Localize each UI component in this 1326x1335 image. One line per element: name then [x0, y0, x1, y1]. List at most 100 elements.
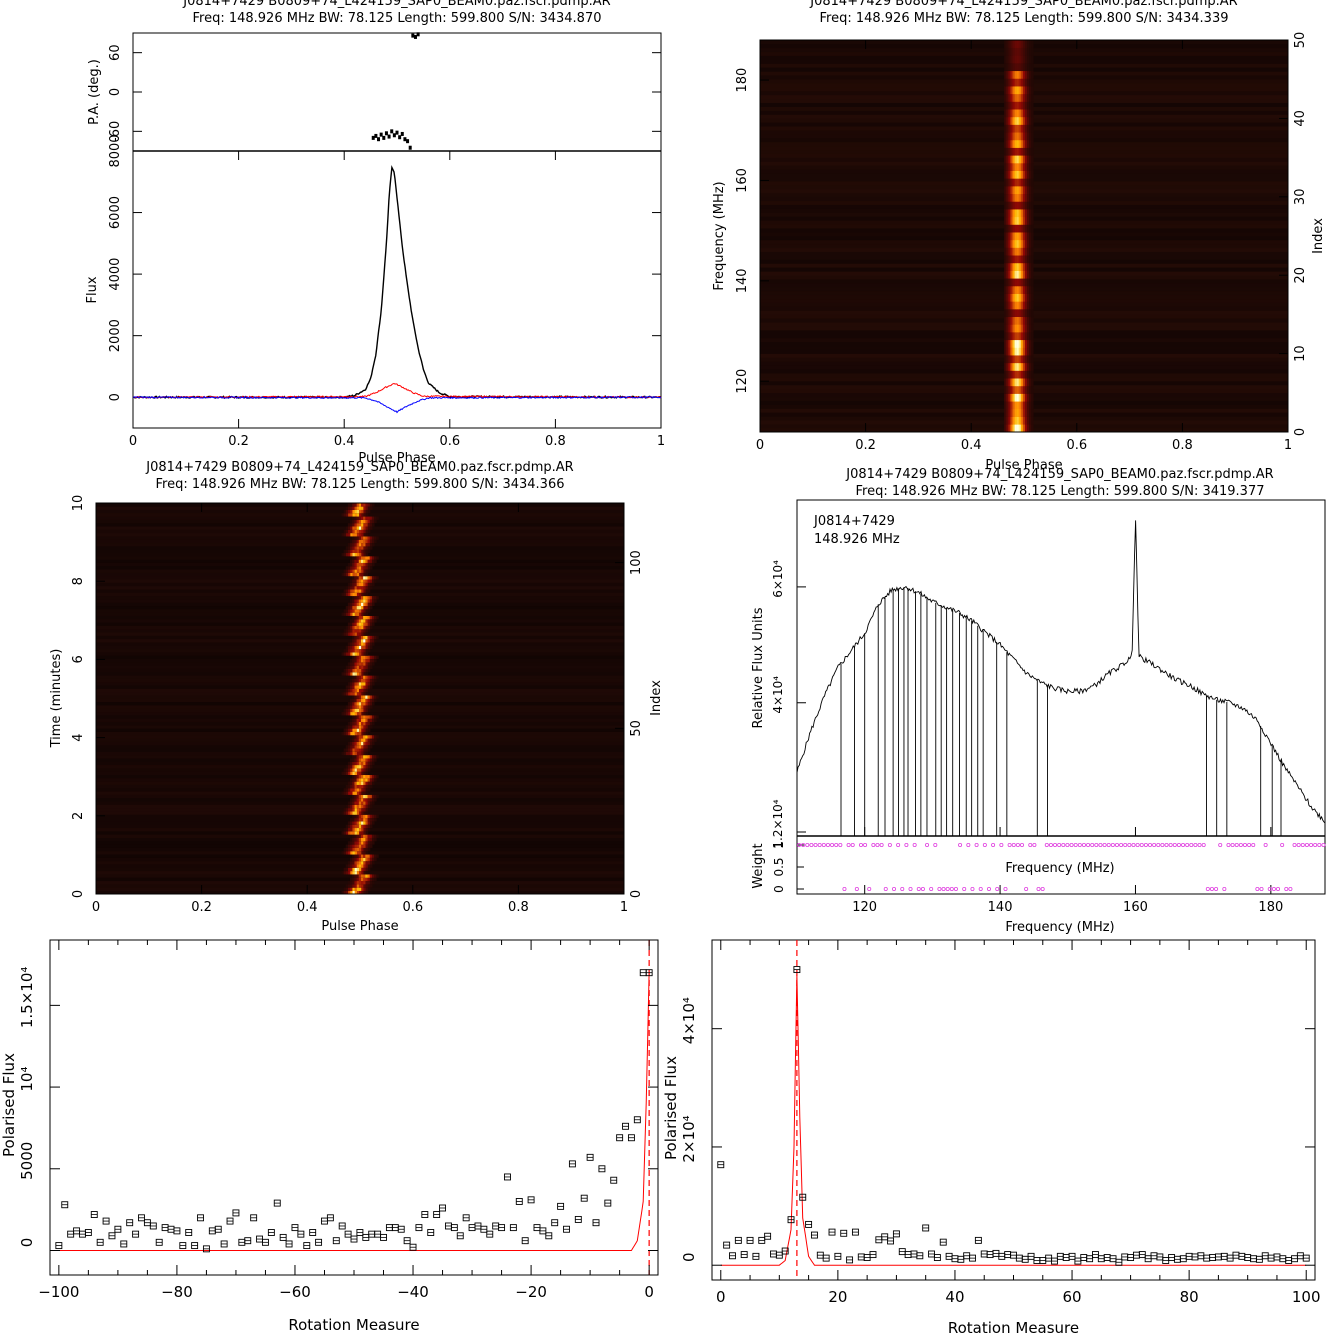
heatmap-cell	[350, 824, 353, 829]
heatmap-cell	[369, 519, 373, 524]
heatmap-cell	[367, 628, 371, 633]
heatmap-cell	[1006, 270, 1009, 279]
heatmap-cell	[345, 585, 349, 590]
heatmap-cell	[363, 678, 366, 683]
heatmap-cell	[343, 688, 347, 693]
heatmap-cell	[367, 609, 371, 613]
heatmap-cell	[1024, 193, 1028, 202]
heatmap-cell	[371, 655, 375, 660]
heatmap-cell	[350, 850, 353, 855]
heatmap-cell	[1022, 362, 1026, 371]
y-tick-label: 6000	[108, 196, 123, 229]
heatmap-cell	[1020, 385, 1024, 394]
heatmap-cell	[350, 589, 353, 593]
heatmap-cell	[369, 542, 373, 547]
heatmap-cell	[358, 605, 362, 610]
heatmap-cell	[1012, 132, 1015, 141]
heatmap-cell	[352, 609, 355, 613]
heatmap-cell	[363, 645, 366, 650]
heatmap-cell	[359, 850, 362, 855]
heatmap-cell	[363, 652, 367, 656]
heatmap-cell	[1006, 93, 1009, 102]
heatmap-cell	[352, 794, 355, 799]
heatmap-cell	[367, 575, 370, 580]
x-tick-label: 0	[92, 900, 100, 915]
heatmap-cell	[354, 575, 357, 580]
heatmap-cell	[367, 658, 371, 663]
x-tick-label: 20	[828, 1288, 847, 1306]
heatmap-cell	[371, 658, 375, 663]
heatmap-cell	[371, 814, 375, 819]
heatmap-cell	[349, 797, 353, 802]
heatmap-cell	[1016, 247, 1020, 256]
weight-point	[1156, 843, 1161, 848]
y-tick-label: 140	[735, 268, 750, 293]
heatmap-cell	[1012, 124, 1015, 133]
weight-point	[1230, 843, 1235, 848]
heatmap-cell	[350, 668, 353, 673]
heatmap-cell	[1016, 347, 1020, 356]
heatmap-cell	[367, 705, 371, 709]
weight-point	[1028, 843, 1033, 848]
heatmap-cell	[350, 681, 353, 686]
heatmap-cell	[352, 638, 355, 643]
heatmap-cell	[1018, 301, 1022, 310]
heatmap-cell	[1016, 155, 1020, 164]
weight-point	[1148, 843, 1153, 848]
heatmap-cell	[352, 725, 355, 729]
heatmap-cell	[356, 860, 360, 865]
heatmap-cell	[345, 589, 349, 593]
heatmap-cell	[1010, 101, 1013, 110]
heatmap-cell	[352, 549, 355, 554]
heatmap-cell	[363, 778, 366, 782]
heatmap-cell	[1004, 224, 1007, 233]
heatmap-cell	[1004, 178, 1007, 187]
heatmap-cell	[363, 791, 367, 795]
heatmap-cell	[356, 725, 360, 729]
heatmap-cell	[348, 708, 351, 713]
heatmap-cell	[1016, 63, 1020, 72]
heatmap-cell	[369, 705, 373, 709]
profile-series-line	[132, 382, 662, 399]
heatmap-cell	[359, 771, 362, 776]
heatmap-cell	[369, 536, 373, 540]
heatmap-cell	[369, 784, 373, 789]
heatmap-cell	[350, 549, 353, 554]
heatmap-cell	[1018, 370, 1022, 379]
heatmap-cell	[360, 575, 364, 580]
heatmap-cell	[372, 602, 375, 607]
heatmap-cell	[356, 890, 360, 895]
heatmap-cell	[1022, 86, 1026, 95]
heatmap-cell	[372, 840, 375, 845]
heatmap-cell	[365, 840, 368, 845]
heatmap-cell	[365, 503, 368, 507]
heatmap-cell	[360, 556, 364, 560]
heatmap-cell	[1006, 408, 1009, 417]
heatmap-cell	[1014, 247, 1017, 256]
heatmap-cell	[360, 778, 364, 782]
heatmap-cell	[365, 585, 369, 590]
heatmap-cell	[350, 565, 353, 570]
heatmap-cell	[1020, 162, 1024, 171]
heatmap-cell	[371, 877, 375, 882]
heatmap-cell	[354, 542, 357, 547]
heatmap-cell	[347, 506, 351, 510]
heatmap-cell	[354, 522, 357, 527]
heatmap-cell	[367, 675, 370, 679]
heatmap-cell	[347, 622, 351, 626]
heatmap-cell	[374, 618, 377, 623]
heatmap-cell	[1022, 339, 1026, 348]
heatmap-cell	[365, 681, 368, 686]
heatmap-cell	[371, 794, 375, 799]
heatmap-cell	[1029, 416, 1032, 425]
y-tick-label: 6	[71, 655, 86, 663]
y-tick-label: 180	[735, 68, 750, 93]
heatmap-cell	[356, 840, 360, 845]
heatmap-cell	[367, 635, 370, 640]
heatmap-cell	[1020, 132, 1024, 141]
heatmap-cell	[1012, 301, 1015, 310]
heatmap-cell	[361, 529, 364, 534]
heatmap-cell	[1010, 408, 1013, 417]
heatmap-cell	[359, 708, 362, 713]
heatmap-cell	[371, 519, 375, 524]
